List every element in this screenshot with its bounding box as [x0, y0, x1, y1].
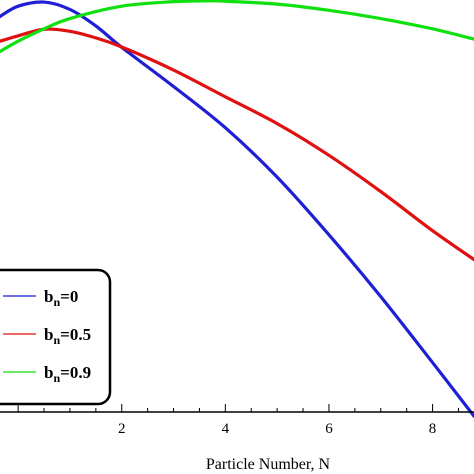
x-tick-label: 4 [222, 421, 230, 437]
series-layer [0, 0, 474, 418]
x-axis-title: Particle Number, N [206, 456, 331, 473]
legend-label-2: bn=0.5 [44, 325, 91, 347]
legend-items: bn=0 bn=0.5 bn=0.9 [3, 287, 91, 385]
series-line-2 [0, 27, 474, 262]
x-tick-label: 8 [429, 421, 437, 437]
x-tick-label: 2 [118, 421, 126, 437]
x-tick-label: 6 [325, 421, 333, 437]
tick-layer: 2 4 6 8 [17, 404, 459, 437]
series-line-3 [0, 0, 474, 54]
series-line-1 [0, 0, 474, 418]
legend-label-3: bn=0.9 [44, 363, 91, 385]
legend: bn=0 bn=0.5 bn=0.9 [0, 268, 112, 406]
legend-box [0, 268, 112, 406]
legend-label-1: bn=0 [44, 287, 78, 309]
